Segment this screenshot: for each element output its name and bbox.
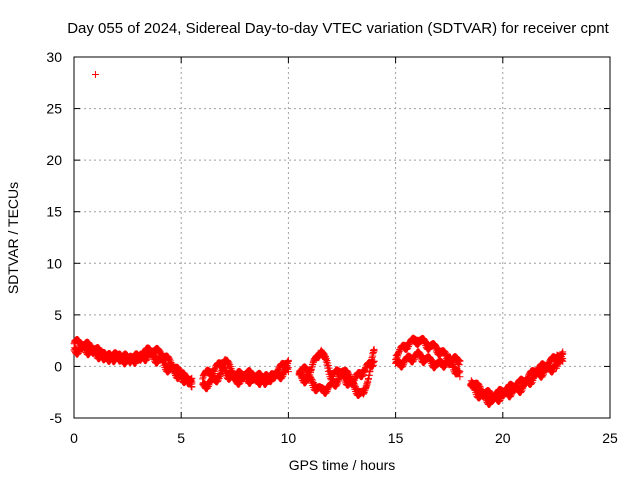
series-band xyxy=(70,341,196,391)
x-tick-label: 0 xyxy=(70,430,78,446)
data-point xyxy=(258,377,266,385)
data-point xyxy=(106,356,114,364)
data-point xyxy=(507,391,515,399)
data-point xyxy=(518,386,526,394)
outlier-point xyxy=(91,71,99,79)
data-point xyxy=(368,354,376,362)
data-point xyxy=(107,355,115,363)
series-band xyxy=(392,334,464,369)
data-point xyxy=(442,362,450,370)
data-point xyxy=(410,355,418,363)
data-point xyxy=(236,379,244,387)
data-point xyxy=(268,376,276,384)
data-point xyxy=(323,388,331,396)
data-point xyxy=(456,357,464,365)
series-band xyxy=(392,348,464,381)
data-point xyxy=(322,389,330,397)
data-point xyxy=(404,343,412,351)
data-point xyxy=(188,383,196,391)
data-point xyxy=(497,395,505,403)
y-tick-label: 10 xyxy=(46,255,62,271)
data-point xyxy=(278,374,286,382)
series-band xyxy=(295,345,378,399)
data-point xyxy=(360,388,368,396)
data-point xyxy=(517,387,525,395)
data-point xyxy=(75,348,83,356)
data-point xyxy=(128,357,136,365)
x-tick-label: 20 xyxy=(495,430,511,446)
data-point xyxy=(370,347,378,355)
data-points xyxy=(70,71,567,408)
data-point xyxy=(364,378,372,386)
data-point xyxy=(508,389,516,397)
data-point xyxy=(366,367,374,375)
data-point xyxy=(322,358,330,366)
series-band xyxy=(467,354,567,408)
data-point xyxy=(204,384,212,392)
data-point xyxy=(204,383,212,391)
horizontal-gridlines xyxy=(74,108,610,367)
data-point xyxy=(404,344,412,352)
data-point xyxy=(257,379,265,387)
data-point xyxy=(214,376,222,384)
x-tick-label: 10 xyxy=(281,430,297,446)
y-tick-label: 25 xyxy=(46,101,62,117)
y-tick-label: 15 xyxy=(46,204,62,220)
y-tick-label: 0 xyxy=(54,358,62,374)
data-point xyxy=(456,373,464,381)
x-axis-label: GPS time / hours xyxy=(289,457,396,473)
data-point xyxy=(399,361,407,369)
data-point xyxy=(307,366,315,374)
data-point xyxy=(365,371,373,379)
data-point xyxy=(284,368,292,376)
y-tick-label: 20 xyxy=(46,152,62,168)
data-point xyxy=(399,362,407,370)
y-axis: -5 0 5 10 15 20 25 30 xyxy=(46,49,610,426)
data-point xyxy=(333,381,341,389)
x-tick-label: 25 xyxy=(602,430,618,446)
data-point xyxy=(527,380,535,388)
data-point xyxy=(364,375,372,383)
data-point xyxy=(138,355,146,363)
data-point xyxy=(279,372,287,380)
data-point xyxy=(557,356,565,364)
series-band xyxy=(199,363,292,393)
data-point xyxy=(284,357,292,365)
data-point xyxy=(455,369,463,377)
data-point xyxy=(539,372,547,380)
x-axis: 0 5 10 15 20 25 xyxy=(70,57,618,446)
data-point xyxy=(559,357,567,365)
y-axis-label: SDTVAR / TECUs xyxy=(5,182,21,294)
data-point xyxy=(237,378,245,386)
data-point xyxy=(269,375,277,383)
y-tick-label: -5 xyxy=(50,410,63,426)
data-point xyxy=(359,372,367,380)
x-tick-label: 15 xyxy=(388,430,404,446)
data-point xyxy=(409,357,417,365)
plot-frame xyxy=(73,56,611,419)
data-point xyxy=(496,396,504,404)
y-tick-label: 5 xyxy=(54,307,62,323)
data-point xyxy=(540,370,548,378)
data-point xyxy=(214,377,222,385)
data-point xyxy=(369,346,377,354)
x-tick-label: 5 xyxy=(177,430,185,446)
chart-title: Day 055 of 2024, Sidereal Day-to-day VTE… xyxy=(67,20,609,37)
y-tick-label: 30 xyxy=(46,49,62,65)
